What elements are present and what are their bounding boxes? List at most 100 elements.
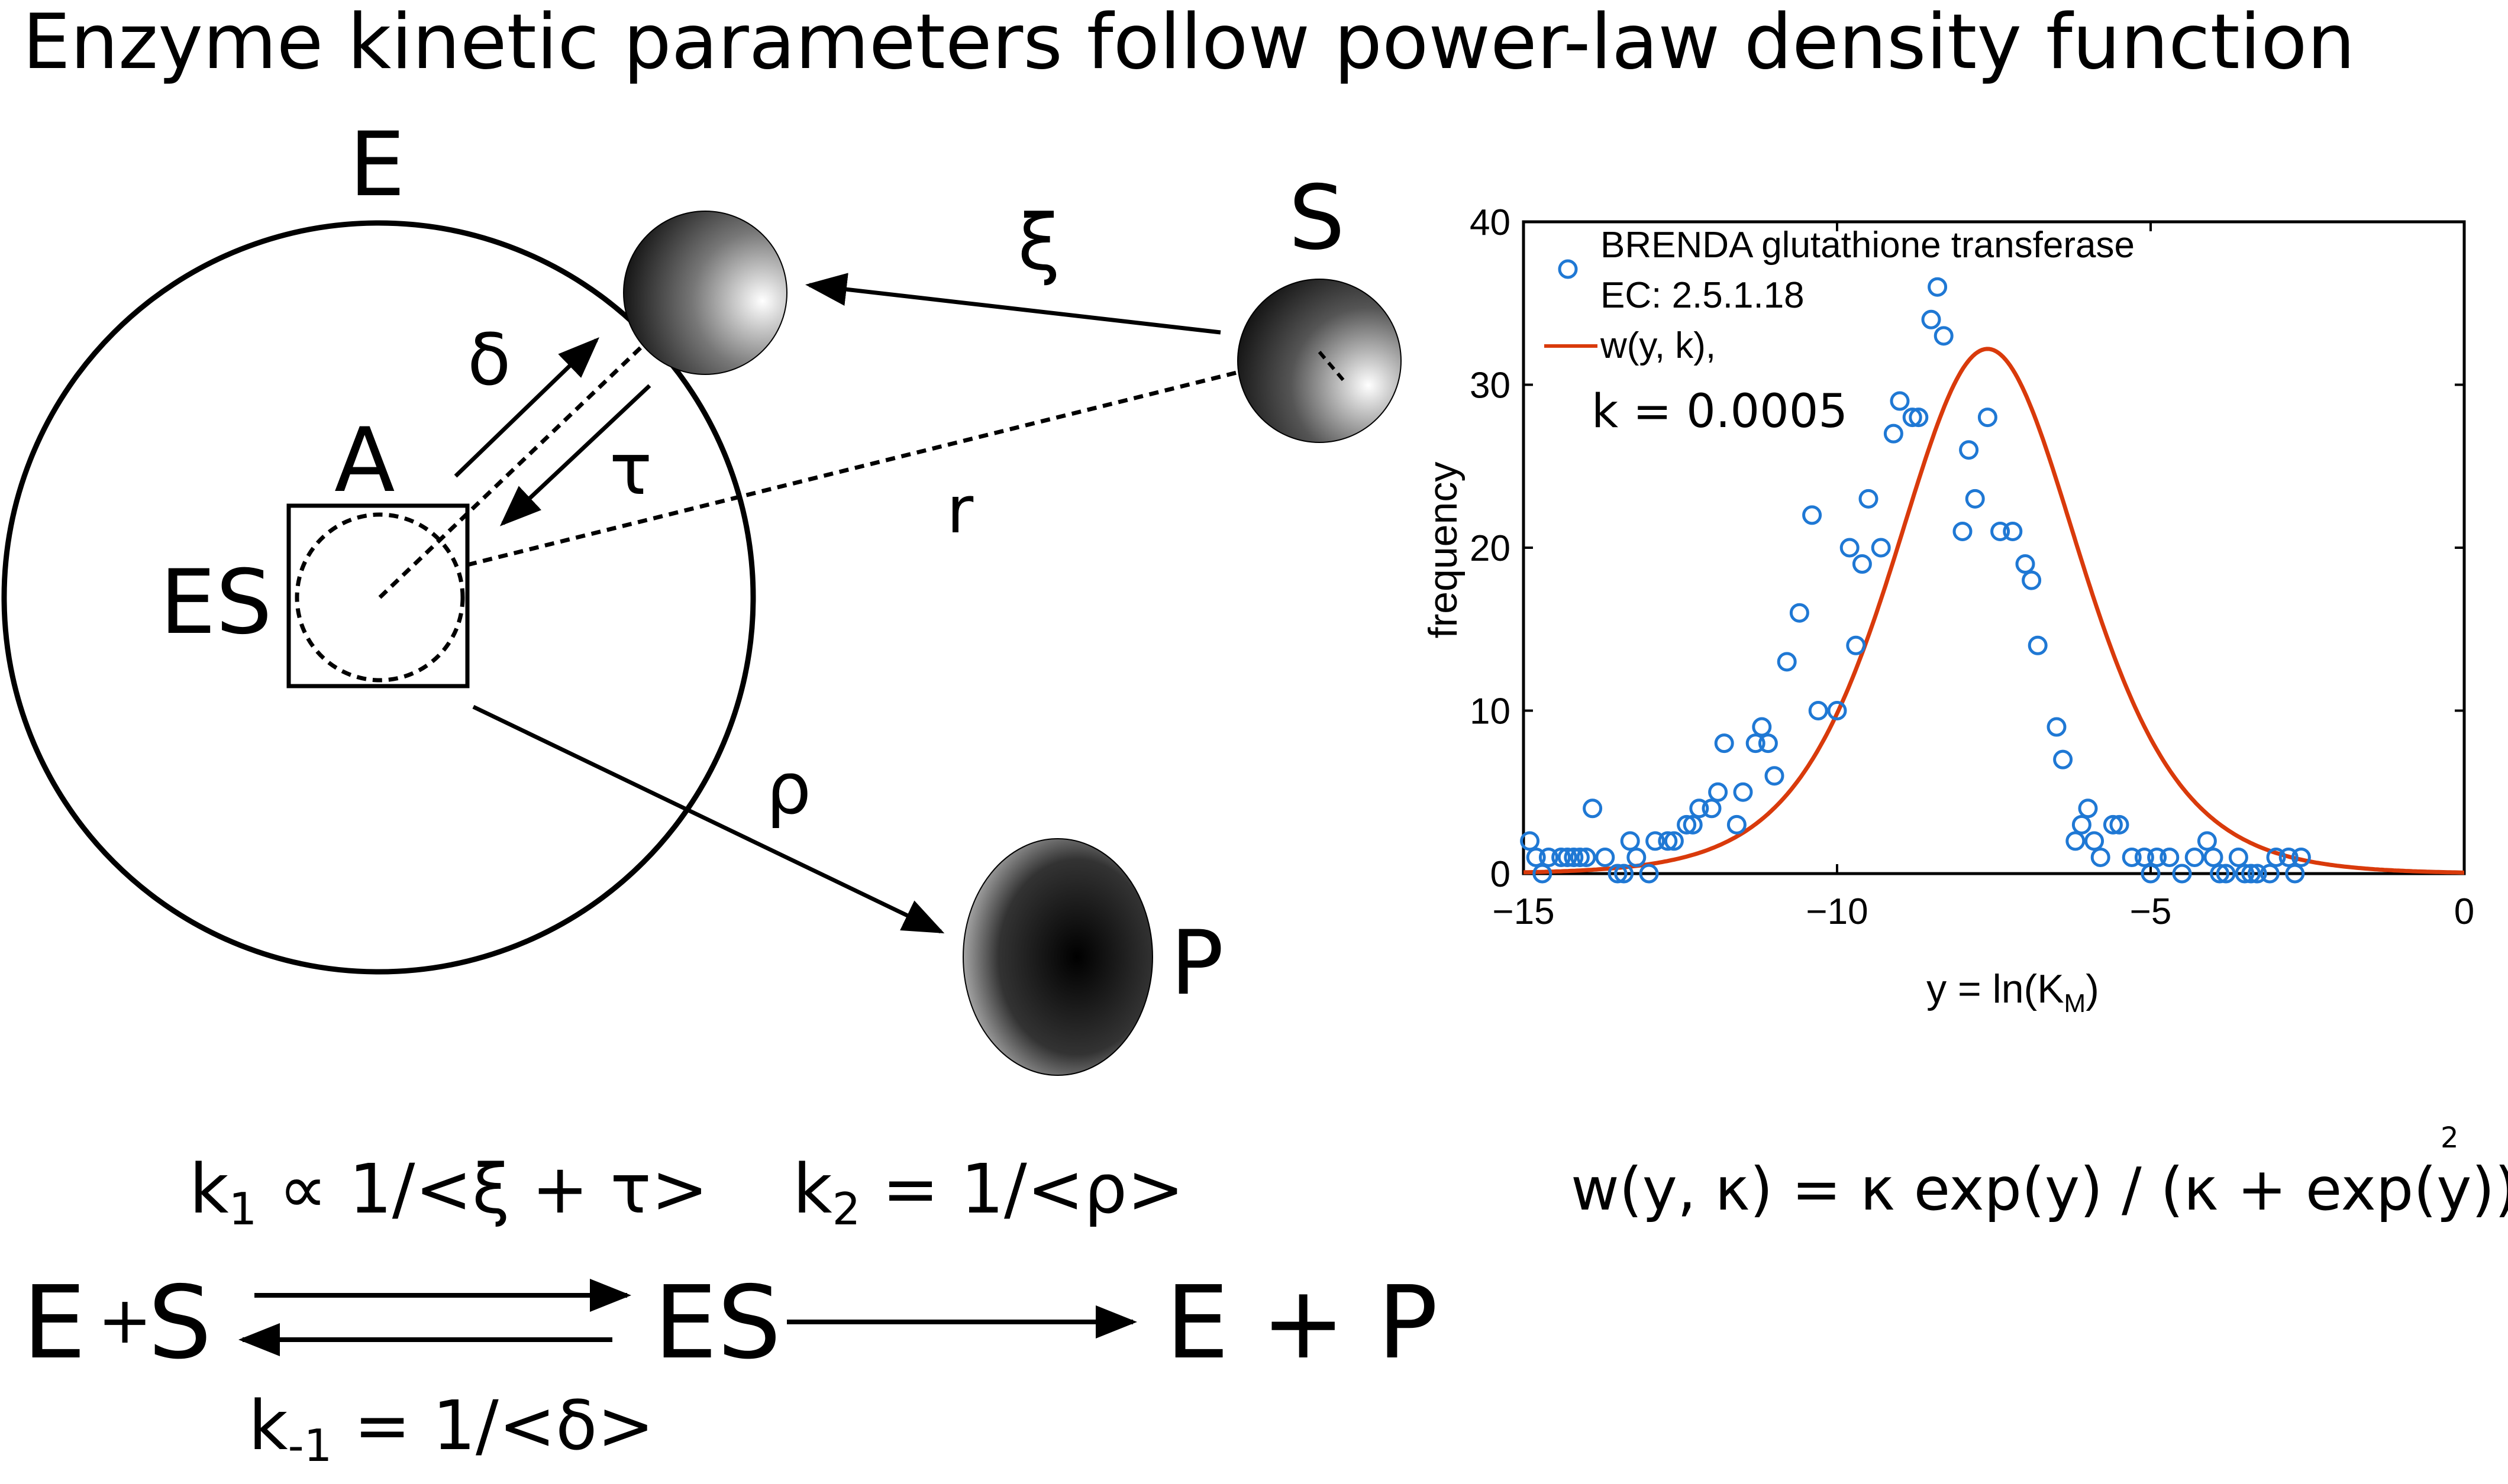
xi-arrow	[805, 273, 1221, 335]
r-label: r	[947, 472, 974, 548]
k2-rate-label: k2 = 1/<ρ>	[793, 1150, 1184, 1235]
data-point	[1952, 521, 1973, 541]
product-ellipsoid	[963, 838, 1153, 1076]
data-point	[2260, 864, 2280, 884]
data-point	[2015, 554, 2035, 574]
active-site-dotted-circle	[295, 512, 465, 683]
data-point	[1871, 538, 1891, 558]
data-point	[2047, 717, 2067, 737]
x-axis-label-main: y = ln(K	[1926, 966, 2064, 1011]
tau-label: τ	[609, 429, 652, 511]
data-point	[1758, 733, 1778, 754]
y-tick-label: 30	[1470, 366, 1510, 406]
x-tick-label: −5	[2130, 891, 2172, 932]
enzyme-circle	[1, 220, 756, 975]
k2-expression: = 1/<ρ>	[860, 1150, 1184, 1229]
mechanism-diagram: E A ES δ τ r S ξ ρ P	[1, 114, 1402, 1076]
y-tick-label: 10	[1470, 691, 1510, 732]
data-point	[1745, 733, 1765, 754]
data-point	[1764, 766, 1784, 786]
data-point	[1645, 831, 1665, 851]
legend-data-label-line1: BRENDA glutathione transferase	[1600, 225, 2135, 266]
data-point	[1928, 277, 1948, 297]
legend-data-marker	[1558, 259, 1578, 279]
data-point	[1909, 408, 1929, 428]
km1-expression: = 1/<δ>	[332, 1386, 654, 1466]
y-tick-label: 0	[1490, 854, 1510, 895]
x-tick-label: −15	[1492, 891, 1554, 932]
complex-es-label: ES	[654, 1265, 781, 1382]
data-point	[2122, 847, 2142, 867]
product-label: P	[1170, 912, 1224, 1015]
density-formula-exponent: 2	[2441, 1121, 2459, 1155]
products-label: E + P	[1166, 1265, 1438, 1382]
rho-label: ρ	[766, 748, 811, 830]
data-point	[2084, 831, 2104, 851]
data-point	[2003, 521, 2023, 541]
data-point	[2147, 847, 2167, 867]
data-point	[1532, 864, 1552, 884]
data-point	[1808, 701, 1828, 720]
km1-symbol: k	[248, 1386, 288, 1466]
data-point	[1890, 391, 1910, 411]
data-point	[1576, 847, 1596, 867]
data-point	[1708, 782, 1728, 802]
km-distribution-chart: −15 −10 −5 0 0 10 20 30 40 BRENDA glutathione t…	[1421, 202, 2474, 1018]
data-point	[2160, 847, 2180, 867]
data-point	[2090, 847, 2110, 867]
data-point	[1934, 326, 1954, 346]
data-point	[1883, 423, 1903, 444]
complex-label: ES	[160, 551, 272, 654]
substrate-dotted-stub	[1318, 351, 1348, 384]
data-point	[1570, 847, 1590, 867]
data-point	[1626, 847, 1647, 867]
data-point	[2053, 749, 2073, 770]
data-point	[1802, 505, 1822, 525]
reactant-e-label: E	[22, 1265, 86, 1382]
reactant-plus-label: +	[98, 1282, 152, 1358]
data-point	[1977, 408, 1997, 428]
reactant-s-label: S	[148, 1265, 212, 1382]
data-point	[1583, 798, 1603, 819]
distance-r-dotted-line	[467, 350, 1320, 567]
delta-arrow	[454, 337, 600, 478]
data-point	[1658, 831, 1678, 851]
data-point	[1683, 814, 1703, 835]
data-point	[1557, 847, 1577, 867]
data-point	[1902, 408, 1922, 428]
data-point	[1520, 831, 1540, 851]
data-point	[2247, 864, 2267, 884]
rho-arrow	[472, 704, 945, 934]
legend-k-value: k = 0.0005	[1592, 385, 1848, 438]
chart-legend: BRENDA glutathione transferase EC: 2.5.1…	[1544, 225, 2135, 438]
plot-area-frame	[1522, 220, 2466, 875]
x-tick-label: −10	[1806, 891, 1868, 932]
data-point	[2228, 847, 2248, 867]
data-point	[1595, 847, 1615, 867]
data-point	[1858, 489, 1878, 509]
figure-title: Enzyme kinetic parameters follow power-l…	[22, 0, 2355, 86]
data-point	[2210, 864, 2230, 884]
data-point	[1852, 554, 1872, 574]
data-point	[1526, 847, 1546, 867]
data-point	[2266, 847, 2286, 867]
substrate-label: S	[1289, 167, 1345, 270]
data-point	[1846, 635, 1866, 655]
data-point	[2022, 570, 2042, 590]
data-point	[1677, 814, 1697, 835]
density-formula: w(y, κ) = κ exp(y) / (κ + exp(y))	[1571, 1155, 2508, 1224]
k1-symbol: k	[189, 1150, 229, 1229]
k1-rate-label: k1 ∝ 1/<ξ + τ>	[189, 1150, 708, 1235]
data-point	[1614, 864, 1634, 884]
legend-data-label-line2: EC: 2.5.1.18	[1600, 275, 1805, 316]
data-point	[2103, 814, 2123, 835]
k2-symbol: k	[793, 1150, 832, 1229]
km1-subscript: -1	[288, 1420, 333, 1472]
bound-substrate-ball	[623, 211, 787, 375]
data-point	[2071, 814, 2091, 835]
k1-expression: ∝ 1/<ξ + τ>	[257, 1150, 708, 1229]
data-point	[1639, 864, 1659, 884]
data-point	[2241, 864, 2261, 884]
tau-arrow	[499, 384, 651, 526]
